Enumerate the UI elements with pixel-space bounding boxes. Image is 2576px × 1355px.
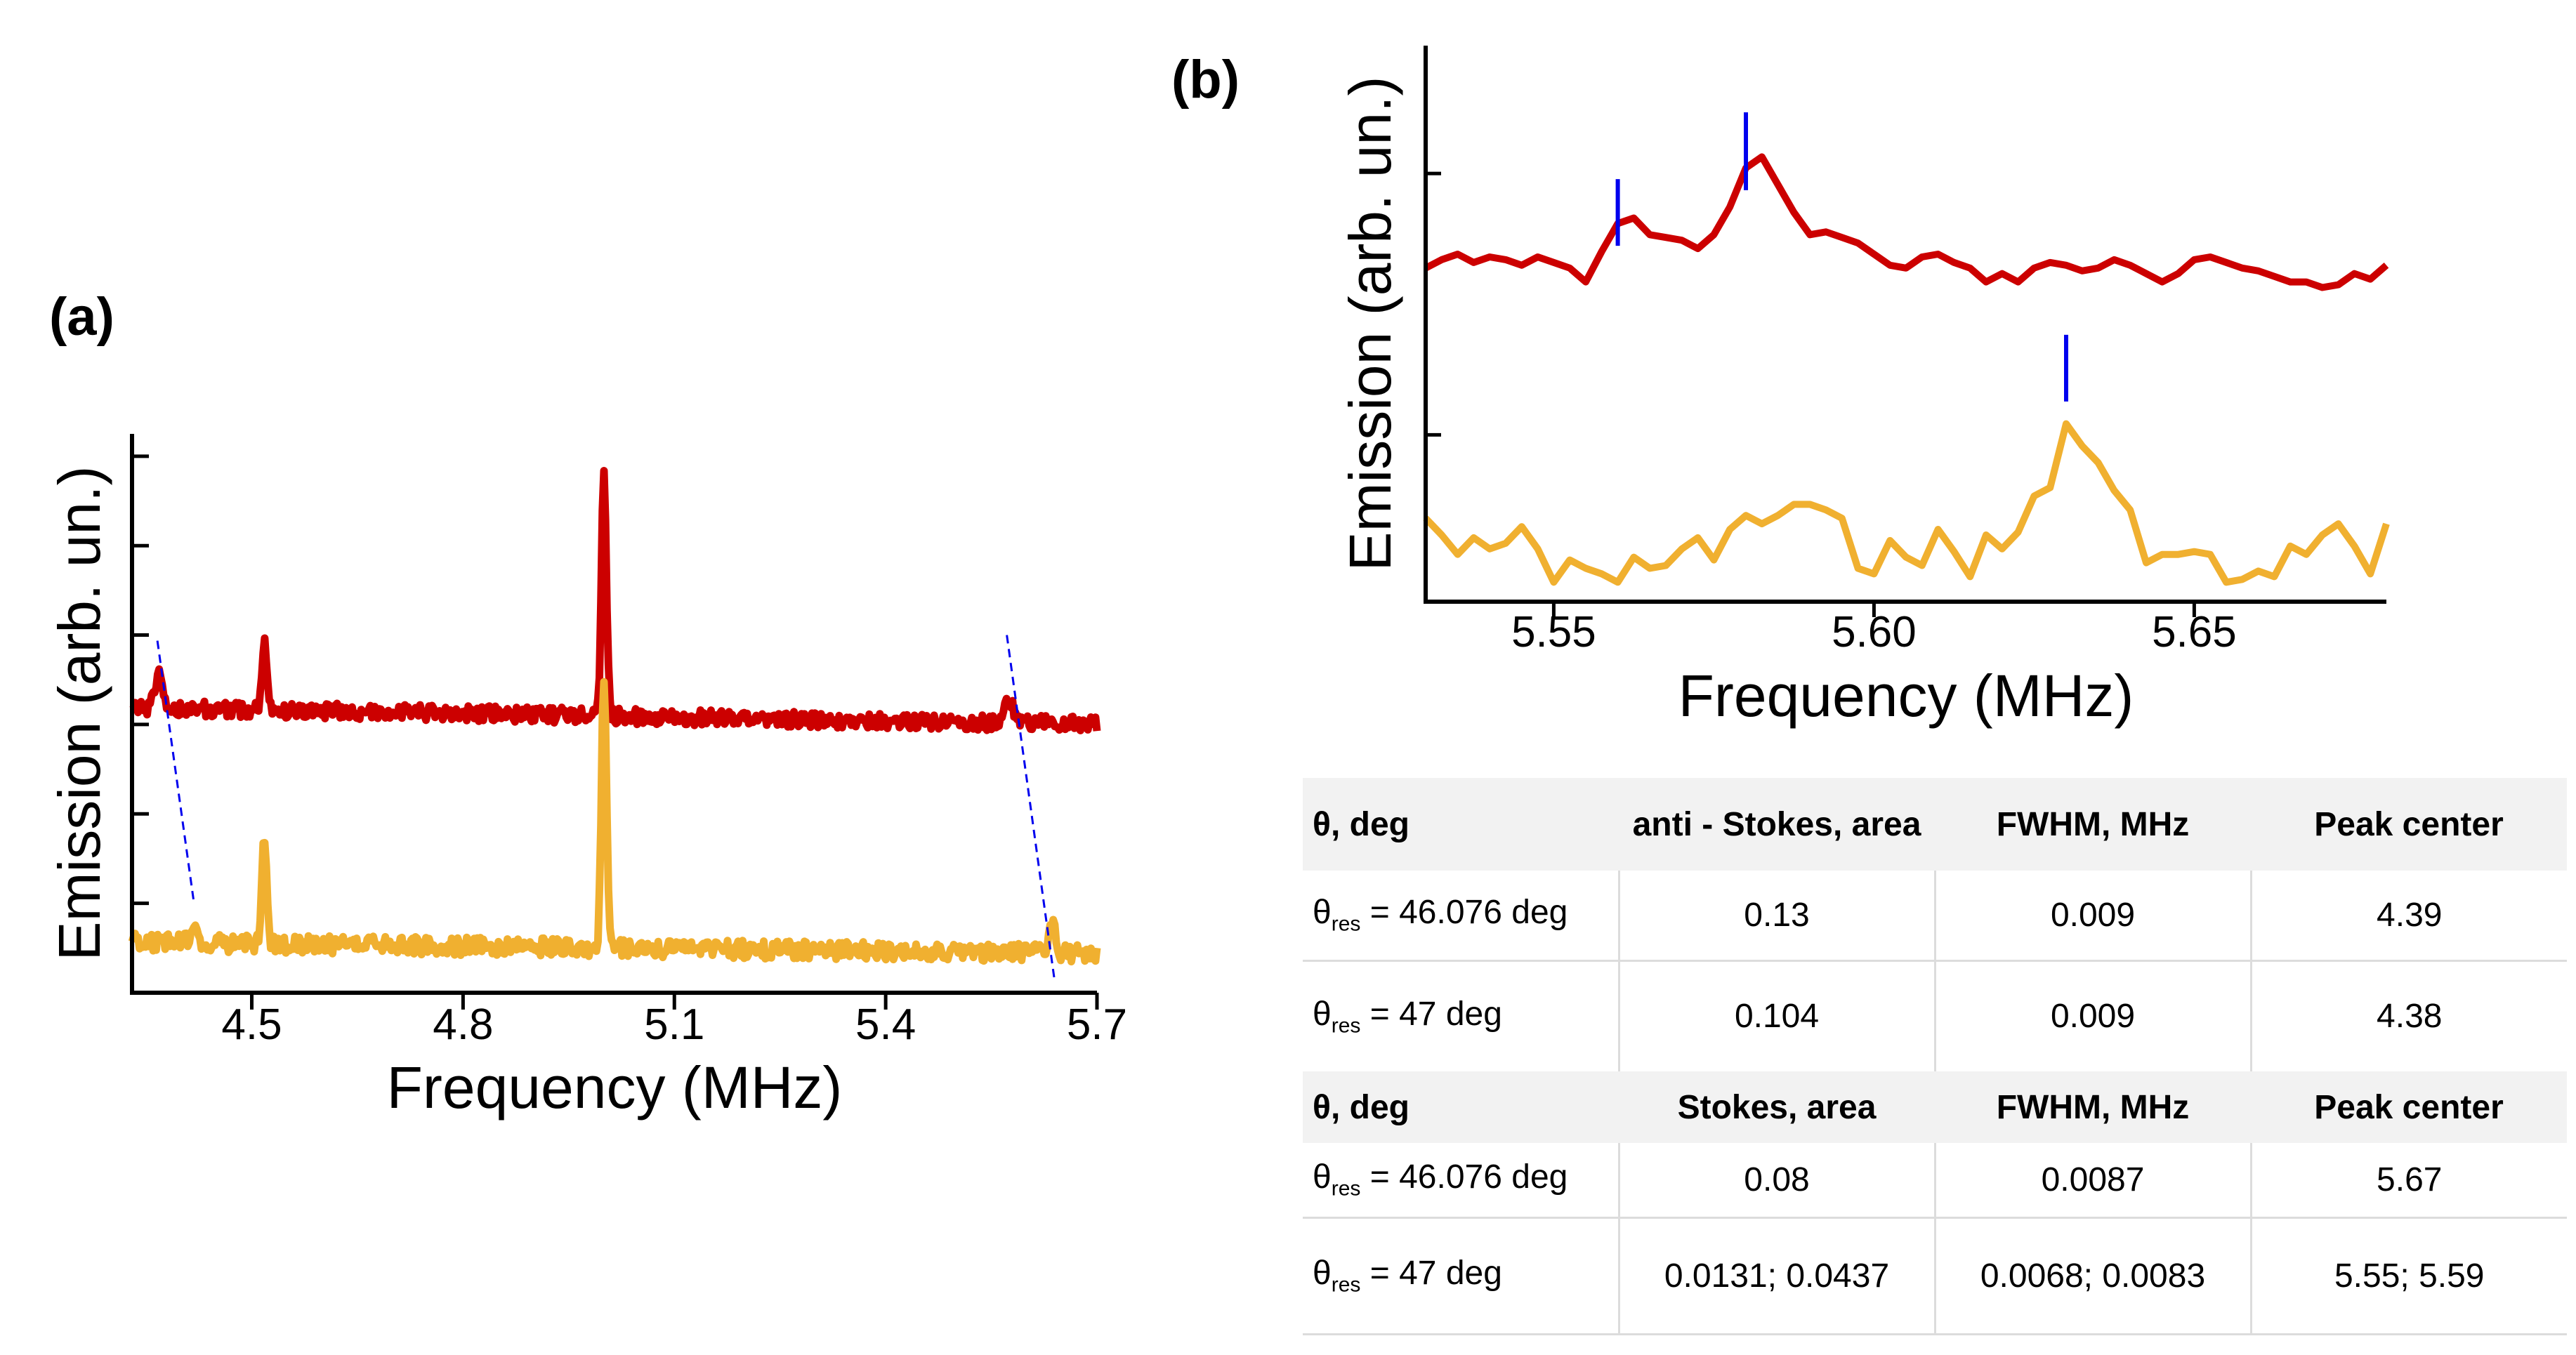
chart-b-x-tick-label: 5.55: [1511, 608, 1596, 656]
table-header-cell: Stokes, area: [1619, 1071, 1935, 1143]
chart-a: 4.5 4.8 5.1 5.4 5.7 Frequency (MHz) Emission (…: [46, 434, 1127, 1121]
fwhm-cell: 0.009: [1935, 871, 2252, 962]
chart-a-dashed-guide: [156, 640, 195, 904]
panel-label-a: (a): [49, 287, 114, 347]
fwhm-cell: 0.0068; 0.0083: [1935, 1217, 2252, 1335]
chart-b-y-axis-label: Emission (arb. un.): [1337, 77, 1403, 571]
table-header-cell: FWHM, MHz: [1935, 778, 2251, 871]
chart-a-series-yellow-line: [128, 678, 1101, 966]
chart-b-series-red-line: [1424, 153, 2389, 291]
chart-a-x-axis-label: Frequency (MHz): [387, 1055, 843, 1121]
center-cell: 4.38: [2377, 998, 2443, 1036]
chart-a-x-tick-label: 4.5: [221, 1000, 282, 1049]
table-header-cell: FWHM, MHz: [1935, 1071, 2251, 1143]
chart-a-x-tick-label: 5.1: [644, 1000, 704, 1049]
theta-cell: θres = 47 deg: [1303, 1217, 1620, 1335]
area-cell: 0.08: [1619, 1143, 1936, 1219]
table-row: θres = 47 deg 0.0131; 0.0437 0.0068; 0.0…: [1303, 1217, 2567, 1335]
theta-cell: θres = 46.076 deg: [1303, 1143, 1620, 1219]
table-header-cell: anti - Stokes, area: [1619, 778, 1935, 871]
fwhm-cell: 0.009: [1935, 960, 2252, 1071]
center-cell: 4.39: [2251, 871, 2567, 962]
chart-a-y-axis-label: Emission (arb. un.): [46, 466, 112, 961]
chart-a-series-red-line: [129, 467, 1101, 734]
table-header-cell: θ, deg: [1303, 778, 1619, 871]
area-cell: 0.104: [1619, 960, 1936, 1071]
table-header-cell: θ, deg: [1303, 1071, 1619, 1143]
table-row: θres = 47 deg 0.104 0.009 4.38: [1303, 960, 2567, 1071]
theta-cell: θres = 46.076 deg: [1303, 871, 1620, 962]
chart-b-x-axis-label: Frequency (MHz): [1678, 663, 2134, 729]
chart-a-x-tick-label: 4.8: [433, 1000, 493, 1049]
center-cell: 5.67: [2251, 1143, 2567, 1219]
results-table: θ, deg anti - Stokes, area FWHM, MHz Pea…: [1303, 778, 2567, 1335]
table-row: θres = 46.076 deg 0.08 0.0087 5.67: [1303, 1143, 2567, 1219]
chart-b-x-tick-label: 5.60: [1832, 608, 1917, 656]
area-cell: 0.13: [1619, 871, 1936, 962]
table-header-cell: Peak center: [2251, 778, 2567, 871]
table-header-cell: Peak center: [2251, 1071, 2567, 1143]
area-cell: 0.0131; 0.0437: [1619, 1217, 1936, 1335]
theta-cell: θres = 47 deg: [1303, 960, 1620, 1071]
chart-b-series-yellow-line: [1423, 420, 2390, 586]
table-row: θres = 46.076 deg 0.13 0.009 4.39: [1303, 871, 2567, 962]
table-header-row: θ, deg Stokes, area FWHM, MHz Peak cente…: [1303, 1071, 2567, 1143]
chart-a-dashed-guide: [1006, 635, 1056, 982]
fwhm-cell: 0.0087: [1935, 1143, 2252, 1219]
table-header-row: θ, deg anti - Stokes, area FWHM, MHz Pea…: [1303, 778, 2567, 871]
chart-b: 5.55 5.60 5.65 Frequency (MHz) Emission (arb…: [1337, 46, 2390, 729]
chart-a-x-tick-label: 5.7: [1067, 1000, 1127, 1049]
center-cell: 5.55; 5.59: [2251, 1217, 2567, 1335]
panel-label-b: (b): [1171, 50, 1240, 110]
chart-a-x-tick-label: 5.4: [855, 1000, 916, 1049]
chart-b-x-tick-label: 5.65: [2152, 608, 2237, 656]
